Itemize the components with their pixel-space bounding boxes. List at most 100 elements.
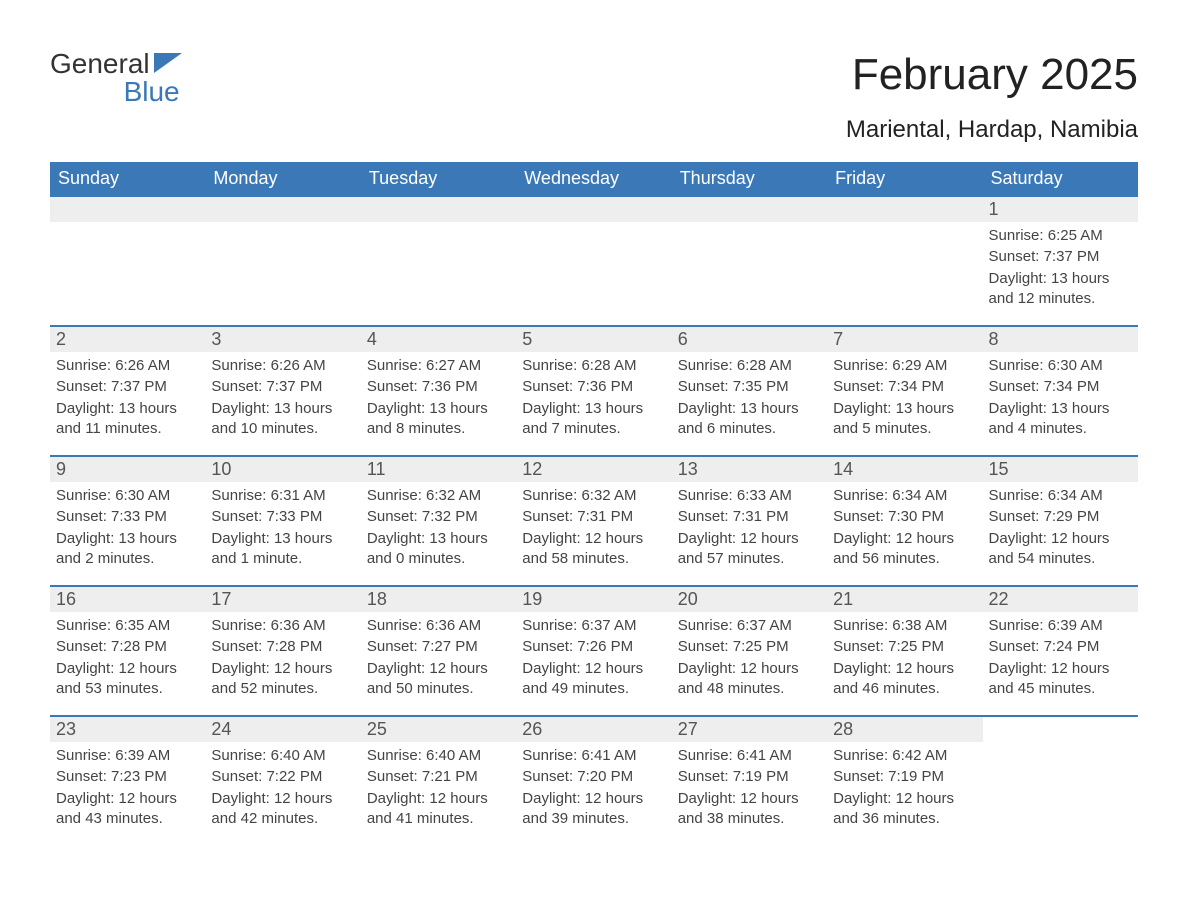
- daylight-text: Daylight: 12 hours and 41 minutes.: [367, 789, 510, 830]
- sunset-text: Sunset: 7:34 PM: [989, 377, 1132, 397]
- sunrise-text: Sunrise: 6:40 AM: [211, 746, 354, 766]
- weekday-header: Sunday: [50, 162, 205, 196]
- sunset-text: Sunset: 7:19 PM: [678, 767, 821, 787]
- day-body: Sunrise: 6:32 AMSunset: 7:31 PMDaylight:…: [516, 482, 671, 574]
- sunrise-text: Sunrise: 6:37 AM: [678, 616, 821, 636]
- sunrise-text: Sunrise: 6:28 AM: [678, 356, 821, 376]
- sunrise-text: Sunrise: 6:37 AM: [522, 616, 665, 636]
- sunrise-text: Sunrise: 6:35 AM: [56, 616, 199, 636]
- sunrise-text: Sunrise: 6:41 AM: [678, 746, 821, 766]
- sunrise-text: Sunrise: 6:30 AM: [989, 356, 1132, 376]
- empty-day-strip: [361, 197, 516, 222]
- day-cell: 28Sunrise: 6:42 AMSunset: 7:19 PMDayligh…: [827, 716, 982, 846]
- day-number: 13: [672, 457, 827, 482]
- sunrise-text: Sunrise: 6:27 AM: [367, 356, 510, 376]
- sunset-text: Sunset: 7:32 PM: [367, 507, 510, 527]
- day-cell: 14Sunrise: 6:34 AMSunset: 7:30 PMDayligh…: [827, 456, 982, 586]
- day-body: Sunrise: 6:36 AMSunset: 7:27 PMDaylight:…: [361, 612, 516, 704]
- sunset-text: Sunset: 7:28 PM: [211, 637, 354, 657]
- sunset-text: Sunset: 7:24 PM: [989, 637, 1132, 657]
- day-body: Sunrise: 6:32 AMSunset: 7:32 PMDaylight:…: [361, 482, 516, 574]
- sunrise-text: Sunrise: 6:26 AM: [56, 356, 199, 376]
- daylight-text: Daylight: 13 hours and 0 minutes.: [367, 529, 510, 570]
- day-cell: [827, 196, 982, 326]
- title-block: February 2025 Mariental, Hardap, Namibia: [846, 50, 1138, 144]
- daylight-text: Daylight: 12 hours and 56 minutes.: [833, 529, 976, 570]
- weekday-header: Wednesday: [516, 162, 671, 196]
- sunset-text: Sunset: 7:28 PM: [56, 637, 199, 657]
- sunset-text: Sunset: 7:22 PM: [211, 767, 354, 787]
- day-body: Sunrise: 6:41 AMSunset: 7:20 PMDaylight:…: [516, 742, 671, 834]
- daylight-text: Daylight: 12 hours and 50 minutes.: [367, 659, 510, 700]
- sunset-text: Sunset: 7:33 PM: [56, 507, 199, 527]
- day-cell: 2Sunrise: 6:26 AMSunset: 7:37 PMDaylight…: [50, 326, 205, 456]
- day-cell: [50, 196, 205, 326]
- sunset-text: Sunset: 7:25 PM: [833, 637, 976, 657]
- sunrise-text: Sunrise: 6:39 AM: [56, 746, 199, 766]
- day-number: 23: [50, 717, 205, 742]
- sunset-text: Sunset: 7:31 PM: [678, 507, 821, 527]
- daylight-text: Daylight: 13 hours and 10 minutes.: [211, 399, 354, 440]
- weekday-header-row: Sunday Monday Tuesday Wednesday Thursday…: [50, 162, 1138, 196]
- day-number: 21: [827, 587, 982, 612]
- day-cell: 21Sunrise: 6:38 AMSunset: 7:25 PMDayligh…: [827, 586, 982, 716]
- daylight-text: Daylight: 12 hours and 49 minutes.: [522, 659, 665, 700]
- daylight-text: Daylight: 12 hours and 42 minutes.: [211, 789, 354, 830]
- sunset-text: Sunset: 7:21 PM: [367, 767, 510, 787]
- sunset-text: Sunset: 7:36 PM: [367, 377, 510, 397]
- sunrise-text: Sunrise: 6:36 AM: [367, 616, 510, 636]
- day-cell: 6Sunrise: 6:28 AMSunset: 7:35 PMDaylight…: [672, 326, 827, 456]
- daylight-text: Daylight: 12 hours and 36 minutes.: [833, 789, 976, 830]
- day-cell: 5Sunrise: 6:28 AMSunset: 7:36 PMDaylight…: [516, 326, 671, 456]
- sunrise-text: Sunrise: 6:39 AM: [989, 616, 1132, 636]
- day-number: 9: [50, 457, 205, 482]
- day-body: Sunrise: 6:39 AMSunset: 7:23 PMDaylight:…: [50, 742, 205, 834]
- day-number: 5: [516, 327, 671, 352]
- day-number: 28: [827, 717, 982, 742]
- day-cell: [983, 716, 1138, 846]
- sunset-text: Sunset: 7:30 PM: [833, 507, 976, 527]
- sunset-text: Sunset: 7:20 PM: [522, 767, 665, 787]
- empty-day-strip: [827, 197, 982, 222]
- sunrise-text: Sunrise: 6:40 AM: [367, 746, 510, 766]
- sunrise-text: Sunrise: 6:26 AM: [211, 356, 354, 376]
- day-body: Sunrise: 6:42 AMSunset: 7:19 PMDaylight:…: [827, 742, 982, 834]
- day-body: Sunrise: 6:35 AMSunset: 7:28 PMDaylight:…: [50, 612, 205, 704]
- day-cell: 15Sunrise: 6:34 AMSunset: 7:29 PMDayligh…: [983, 456, 1138, 586]
- sunset-text: Sunset: 7:35 PM: [678, 377, 821, 397]
- day-cell: 9Sunrise: 6:30 AMSunset: 7:33 PMDaylight…: [50, 456, 205, 586]
- day-number: 8: [983, 327, 1138, 352]
- day-number: 26: [516, 717, 671, 742]
- week-row: 9Sunrise: 6:30 AMSunset: 7:33 PMDaylight…: [50, 456, 1138, 586]
- sunrise-text: Sunrise: 6:29 AM: [833, 356, 976, 376]
- day-body: Sunrise: 6:30 AMSunset: 7:33 PMDaylight:…: [50, 482, 205, 574]
- daylight-text: Daylight: 13 hours and 2 minutes.: [56, 529, 199, 570]
- day-body: Sunrise: 6:34 AMSunset: 7:29 PMDaylight:…: [983, 482, 1138, 574]
- sunset-text: Sunset: 7:36 PM: [522, 377, 665, 397]
- day-body: Sunrise: 6:31 AMSunset: 7:33 PMDaylight:…: [205, 482, 360, 574]
- daylight-text: Daylight: 13 hours and 8 minutes.: [367, 399, 510, 440]
- day-number: 7: [827, 327, 982, 352]
- day-cell: 20Sunrise: 6:37 AMSunset: 7:25 PMDayligh…: [672, 586, 827, 716]
- week-row: 16Sunrise: 6:35 AMSunset: 7:28 PMDayligh…: [50, 586, 1138, 716]
- week-row: 23Sunrise: 6:39 AMSunset: 7:23 PMDayligh…: [50, 716, 1138, 846]
- day-cell: 24Sunrise: 6:40 AMSunset: 7:22 PMDayligh…: [205, 716, 360, 846]
- calendar-table: Sunday Monday Tuesday Wednesday Thursday…: [50, 162, 1138, 846]
- day-body: Sunrise: 6:29 AMSunset: 7:34 PMDaylight:…: [827, 352, 982, 444]
- day-body: Sunrise: 6:30 AMSunset: 7:34 PMDaylight:…: [983, 352, 1138, 444]
- day-cell: 23Sunrise: 6:39 AMSunset: 7:23 PMDayligh…: [50, 716, 205, 846]
- weekday-header: Saturday: [983, 162, 1138, 196]
- sunset-text: Sunset: 7:27 PM: [367, 637, 510, 657]
- sunset-text: Sunset: 7:19 PM: [833, 767, 976, 787]
- sunrise-text: Sunrise: 6:30 AM: [56, 486, 199, 506]
- day-number: 19: [516, 587, 671, 612]
- daylight-text: Daylight: 12 hours and 38 minutes.: [678, 789, 821, 830]
- sunrise-text: Sunrise: 6:38 AM: [833, 616, 976, 636]
- day-number: 14: [827, 457, 982, 482]
- empty-day-strip: [516, 197, 671, 222]
- day-number: 11: [361, 457, 516, 482]
- daylight-text: Daylight: 12 hours and 39 minutes.: [522, 789, 665, 830]
- daylight-text: Daylight: 12 hours and 57 minutes.: [678, 529, 821, 570]
- sunset-text: Sunset: 7:26 PM: [522, 637, 665, 657]
- day-cell: [672, 196, 827, 326]
